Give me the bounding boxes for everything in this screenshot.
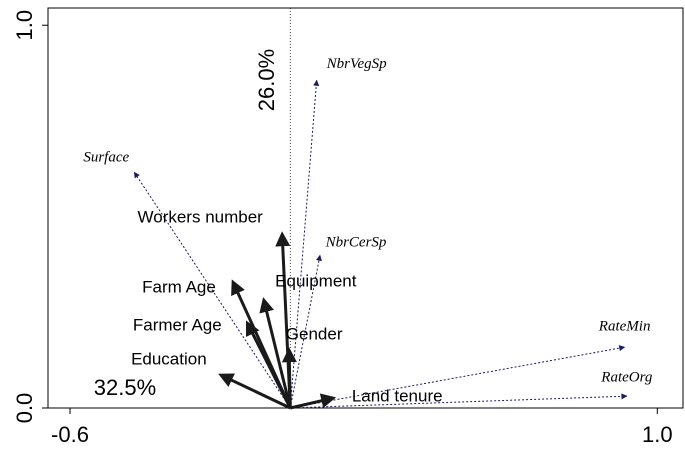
variable-arrow — [259, 297, 292, 409]
variable-arrow — [289, 393, 337, 410]
y-tick-label: 1.0 — [12, 10, 37, 41]
species-arrow — [289, 79, 320, 409]
species-arrow — [133, 171, 291, 409]
y-axis-annotation: 26.0% — [254, 49, 279, 111]
plot-frame — [47, 7, 684, 409]
species-arrow — [290, 345, 626, 409]
variable-label: Land tenure — [352, 387, 443, 406]
variable-arrow — [218, 373, 291, 410]
species-label: NbrCerSp — [325, 235, 387, 251]
species-label: Surface — [83, 150, 129, 166]
variable-label: Workers number — [138, 208, 264, 227]
variable-arrow — [281, 347, 297, 409]
species-arrow — [290, 393, 628, 409]
species-label: RateMin — [598, 319, 651, 335]
variable-label: Farm Age — [142, 278, 216, 297]
x-axis-annotation: 32.5% — [94, 375, 156, 400]
variable-arrow — [245, 320, 292, 409]
x-tick-label: 1.0 — [642, 422, 673, 447]
y-tick-label: 0.0 — [12, 393, 37, 424]
variable-label: Equipment — [275, 272, 357, 291]
x-tick-label: -0.6 — [51, 422, 89, 447]
variable-label: Education — [131, 350, 207, 369]
variable-label: Farmer Age — [133, 316, 222, 335]
species-label: RateOrg — [600, 370, 653, 386]
species-arrow — [289, 254, 322, 409]
species-label: NbrVegSp — [326, 56, 388, 72]
variable-label: Gender — [286, 325, 343, 344]
